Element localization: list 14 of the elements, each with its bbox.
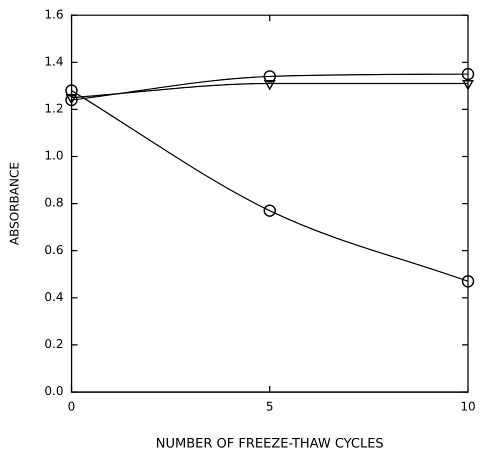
y-tick-label: 1.6	[44, 7, 64, 22]
y-tick-label: 1.0	[44, 148, 64, 163]
x-tick-label: 0	[68, 399, 76, 414]
y-axis-title: ABSORBANCE	[7, 162, 22, 246]
x-tick-label: 5	[266, 399, 274, 414]
y-tick-label: 0.8	[44, 196, 64, 210]
y-tick-label: 0.2	[44, 337, 64, 352]
x-axis-title: NUMBER OF FREEZE-THAW CYCLES	[156, 436, 384, 452]
y-tick-label: 0.4	[44, 290, 64, 304]
y-tick-label: 0.6	[44, 242, 64, 257]
y-tick-label: 0.0	[44, 384, 64, 398]
y-tick-label: 1.4	[44, 54, 64, 68]
x-tick-label: 10	[460, 399, 476, 414]
y-tick-label: 1.2	[44, 102, 64, 116]
